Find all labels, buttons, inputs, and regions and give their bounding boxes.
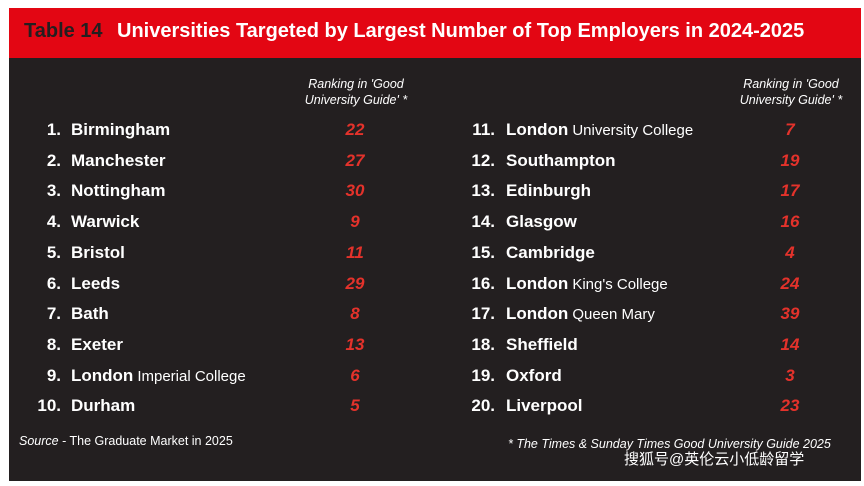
guide-ranking-value: 11	[346, 242, 364, 262]
source-note: Source - The Graduate Market in 2025	[19, 434, 233, 448]
rank-number: 2.	[46, 150, 61, 170]
guide-ranking-value: 16	[780, 212, 800, 232]
rank-number: 7.	[46, 304, 61, 324]
rank-number: 4.	[46, 212, 61, 232]
university-name: Bath	[71, 304, 109, 324]
university-name: Sheffield	[506, 335, 578, 355]
rank-number: 13.	[471, 181, 495, 201]
university-main-name: Birmingham	[71, 120, 171, 139]
university-main-name: Nottingham	[71, 181, 166, 201]
university-name: Oxford	[506, 366, 562, 386]
university-name: Edinburgh	[506, 181, 591, 201]
rank-number: 9.	[46, 365, 61, 385]
guide-ranking-value: 24	[780, 273, 800, 293]
rank-number: 8.	[46, 334, 61, 354]
guide-ranking-value: 8	[350, 304, 360, 324]
rank-number: 14.	[471, 212, 495, 232]
university-name: Leeds	[71, 274, 120, 294]
university-main-name: Sheffield	[506, 334, 578, 354]
rank-number: 18.	[471, 334, 495, 354]
university-main-name: Liverpool	[506, 396, 583, 416]
rank-number: 10.	[37, 396, 61, 416]
rank-number: 19.	[471, 365, 495, 385]
university-main-name: Oxford	[506, 365, 562, 385]
university-name: Bristol	[71, 243, 125, 263]
university-main-name: Durham	[71, 396, 136, 416]
university-name: London Queen Mary	[506, 304, 655, 324]
guide-ranking-value: 39	[780, 304, 800, 324]
university-sub-name: Queen Mary	[572, 306, 655, 324]
university-main-name: London	[71, 365, 134, 385]
rank-number: 3.	[46, 181, 61, 201]
source-label: Source	[19, 434, 59, 448]
university-name: Exeter	[71, 335, 123, 355]
guide-ranking-value: 14	[780, 334, 800, 354]
guide-ranking-value: 22	[345, 120, 365, 139]
university-sub-name: University College	[572, 122, 694, 139]
university-name: Cambridge	[506, 243, 595, 263]
rank-number: 5.	[46, 242, 61, 262]
rank-number: 12.	[471, 150, 495, 170]
footnote: * The Times & Sunday Times Good Universi…	[508, 437, 831, 451]
university-name: Manchester	[71, 151, 165, 171]
rank-number: 15.	[471, 242, 495, 262]
rank-number: 17.	[471, 304, 495, 324]
guide-ranking-value: 7	[785, 120, 795, 139]
right-column-header: Ranking in 'Good University Guide' *	[739, 77, 843, 107]
rank-number: 20.	[471, 396, 495, 416]
table-panel: Table 14 Universities Targeted by Larges…	[9, 8, 861, 481]
guide-ranking-value: 13	[345, 334, 365, 354]
guide-ranking-value: 9	[350, 212, 360, 232]
university-main-name: Manchester	[71, 150, 166, 170]
university-name: Liverpool	[506, 396, 583, 416]
university-name: Durham	[71, 396, 135, 416]
university-main-name: Warwick	[71, 212, 140, 232]
university-name: Nottingham	[71, 181, 165, 201]
university-main-name: Edinburgh	[506, 181, 591, 201]
university-name: Birmingham	[71, 120, 170, 140]
table-banner: Table 14 Universities Targeted by Larges…	[9, 8, 861, 58]
university-name: Warwick	[71, 212, 139, 232]
guide-ranking-value: 23	[780, 396, 800, 416]
guide-ranking-value: 5	[350, 396, 360, 416]
guide-ranking-value: 27	[345, 150, 365, 170]
university-main-name: Glasgow	[506, 212, 577, 232]
university-name: Glasgow	[506, 212, 577, 232]
university-main-name: Bath	[71, 304, 109, 324]
rank-number: 11.	[472, 120, 495, 139]
rank-number: 1.	[46, 120, 61, 139]
guide-ranking-value: 3	[785, 365, 795, 385]
table-number: Table 14	[24, 20, 103, 42]
guide-ranking-value: 4	[785, 242, 795, 262]
university-main-name: Bristol	[71, 242, 125, 262]
guide-ranking-value: 19	[780, 150, 800, 170]
university-sub-name: Imperial College	[137, 367, 246, 385]
left-column-header: Ranking in 'Good University Guide' *	[304, 77, 408, 107]
guide-ranking-value: 17	[780, 181, 800, 201]
university-name: London Imperial College	[71, 366, 246, 386]
table-title: Universities Targeted by Largest Number …	[117, 20, 805, 42]
university-name: London King's College	[506, 274, 668, 294]
rank-number: 16.	[471, 273, 495, 293]
guide-ranking-value: 29	[345, 273, 365, 293]
university-main-name: Cambridge	[506, 242, 595, 262]
university-main-name: London	[506, 120, 569, 139]
university-main-name: London	[506, 304, 569, 324]
watermark: 搜狐号@英伦云小低龄留学	[624, 451, 805, 468]
university-main-name: Exeter	[71, 334, 123, 354]
university-name: London University College	[506, 120, 693, 140]
university-main-name: London	[506, 273, 569, 293]
guide-ranking-value: 30	[345, 181, 365, 201]
university-main-name: Leeds	[71, 273, 121, 293]
source-text: - The Graduate Market in 2025	[58, 434, 233, 448]
guide-ranking-value: 6	[350, 365, 360, 385]
rank-number: 6.	[46, 273, 61, 293]
university-sub-name: King's College	[572, 275, 668, 293]
university-main-name: Southampton	[506, 150, 616, 170]
university-name: Southampton	[506, 151, 616, 171]
